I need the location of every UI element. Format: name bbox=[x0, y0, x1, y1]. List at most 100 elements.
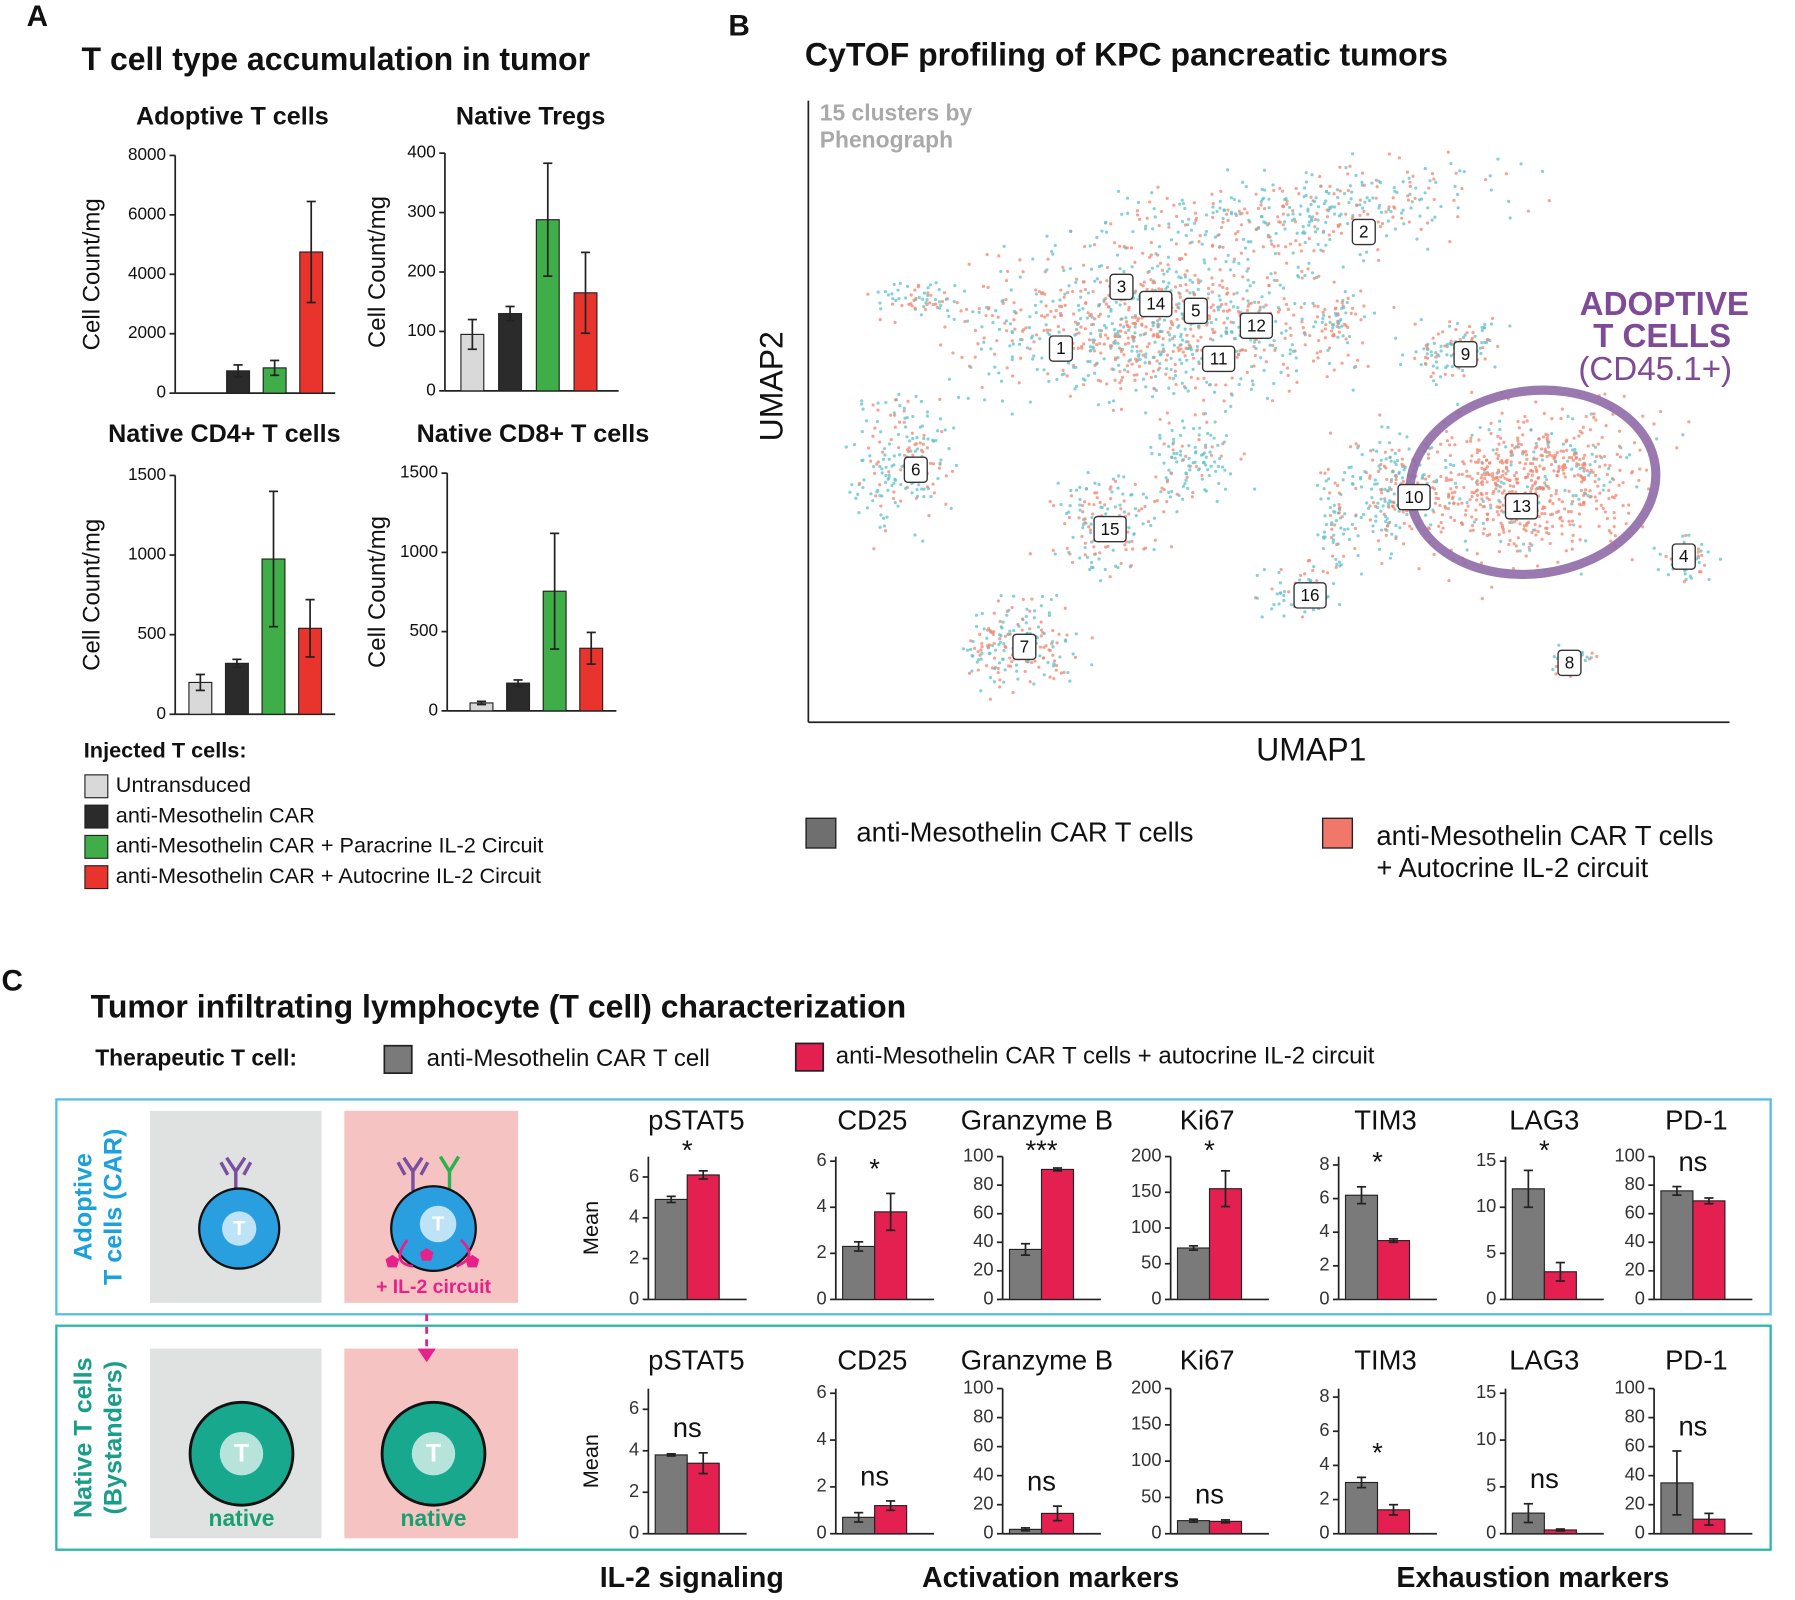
umap-dot bbox=[1173, 456, 1177, 460]
umap-dot bbox=[1065, 633, 1069, 637]
umap-dot bbox=[1141, 251, 1145, 255]
umap-dot bbox=[1456, 206, 1460, 210]
umap-dot bbox=[1113, 356, 1118, 360]
umap-dot bbox=[1192, 426, 1196, 431]
umap-dot bbox=[1229, 196, 1234, 200]
umap-dot bbox=[1495, 505, 1499, 509]
umap-dot bbox=[1126, 324, 1130, 328]
umap-dot bbox=[1065, 546, 1069, 550]
umap-dot bbox=[880, 467, 884, 471]
umap-dot bbox=[1463, 539, 1467, 543]
umap-dot bbox=[1351, 388, 1355, 392]
umap-dot bbox=[1160, 268, 1165, 273]
umap-dot bbox=[1426, 206, 1430, 210]
umap-dot bbox=[1150, 227, 1155, 231]
umap-dot bbox=[1213, 235, 1218, 239]
significance: ns bbox=[1530, 1463, 1559, 1494]
umap-dot bbox=[1124, 548, 1128, 552]
umap-dot bbox=[1550, 432, 1554, 436]
umap-dot bbox=[1500, 509, 1504, 513]
umap-dot bbox=[1465, 474, 1469, 478]
bar bbox=[498, 313, 523, 392]
umap-dot bbox=[1053, 315, 1057, 319]
umap-dot bbox=[1607, 496, 1611, 501]
umap-dot bbox=[1454, 171, 1458, 175]
umap-dot bbox=[1035, 367, 1039, 372]
umap-dot bbox=[1619, 446, 1623, 450]
umap-dot bbox=[1122, 499, 1126, 503]
umap-dot bbox=[1489, 431, 1493, 436]
umap-dot bbox=[1148, 255, 1152, 259]
umap-dot bbox=[1010, 355, 1014, 359]
cluster-label: 4 bbox=[1679, 546, 1689, 566]
umap-dot bbox=[1218, 283, 1222, 287]
y-tick-label: 1000 bbox=[400, 541, 438, 561]
nucleus bbox=[219, 1432, 264, 1476]
umap-dot bbox=[920, 487, 924, 491]
umap-dot bbox=[1010, 412, 1014, 416]
umap-dot bbox=[1588, 495, 1592, 499]
umap-dot bbox=[1074, 327, 1079, 332]
umap-dot bbox=[1055, 641, 1059, 645]
umap-dot bbox=[1390, 504, 1395, 508]
umap-dot bbox=[997, 371, 1001, 375]
umap-dot bbox=[1479, 476, 1483, 480]
umap-dot bbox=[1236, 229, 1240, 234]
umap-dot bbox=[1149, 278, 1153, 282]
umap-dot bbox=[1488, 174, 1492, 178]
umap-dot bbox=[975, 660, 979, 664]
umap-dot bbox=[860, 402, 864, 406]
umap-dot bbox=[1394, 462, 1398, 467]
umap-dot bbox=[1456, 502, 1460, 506]
umap-dot bbox=[1516, 442, 1521, 446]
umap-dot bbox=[1179, 332, 1183, 337]
y-tick-label: 8000 bbox=[128, 144, 166, 164]
umap-dot bbox=[938, 306, 942, 310]
umap-dot bbox=[1516, 481, 1520, 485]
umap-dot bbox=[1579, 572, 1583, 576]
umap-dot bbox=[1091, 338, 1095, 342]
umap-dot bbox=[1344, 311, 1348, 315]
umap-dot bbox=[1068, 504, 1072, 508]
umap-dot bbox=[923, 307, 927, 311]
umap-dot bbox=[1053, 659, 1057, 663]
umap-dot bbox=[854, 496, 858, 500]
cluster-box bbox=[1201, 345, 1236, 373]
umap-dot bbox=[1188, 344, 1192, 348]
umap-dot bbox=[1198, 426, 1202, 430]
umap-dot bbox=[1385, 477, 1389, 482]
umap-dot bbox=[1131, 321, 1135, 326]
umap-dot bbox=[1393, 227, 1397, 231]
umap-dot bbox=[1122, 475, 1126, 479]
umap-dot bbox=[1186, 486, 1190, 490]
umap-dot bbox=[1550, 454, 1555, 458]
umap-dot bbox=[1208, 450, 1212, 454]
umap-dot bbox=[1386, 521, 1391, 525]
umap-dot bbox=[1341, 334, 1345, 338]
umap-dot bbox=[980, 641, 984, 646]
umap-dot bbox=[1283, 227, 1287, 231]
umap-dot bbox=[1512, 520, 1516, 524]
umap-dot bbox=[1547, 450, 1551, 455]
umap-dot bbox=[1109, 485, 1113, 489]
umap-dot bbox=[1090, 512, 1095, 516]
cell-letter: T bbox=[233, 1217, 246, 1240]
legend-label: anti-Mesothelin CAR T cells + autocrine … bbox=[836, 1042, 1375, 1069]
umap-dot bbox=[1073, 387, 1077, 391]
panel-title: Tumor infiltrating lymphocyte (T cell) c… bbox=[91, 989, 907, 1025]
umap-dot bbox=[1112, 328, 1117, 332]
bar bbox=[654, 1198, 688, 1300]
umap-dot bbox=[1553, 455, 1557, 459]
umap-dot bbox=[1560, 532, 1564, 536]
umap-dot bbox=[1356, 553, 1360, 558]
umap-dot bbox=[1408, 180, 1412, 184]
umap-dot bbox=[1181, 338, 1185, 342]
umap-dot bbox=[1580, 431, 1584, 435]
umap-dot bbox=[1431, 508, 1435, 512]
umap-dot bbox=[1293, 301, 1297, 306]
umap-dot bbox=[1153, 538, 1157, 542]
umap-dot bbox=[1514, 470, 1518, 475]
y-tick-label: 8 bbox=[1319, 1153, 1329, 1174]
umap-dot bbox=[1491, 472, 1495, 476]
y-tick-label: 0 bbox=[426, 379, 436, 399]
